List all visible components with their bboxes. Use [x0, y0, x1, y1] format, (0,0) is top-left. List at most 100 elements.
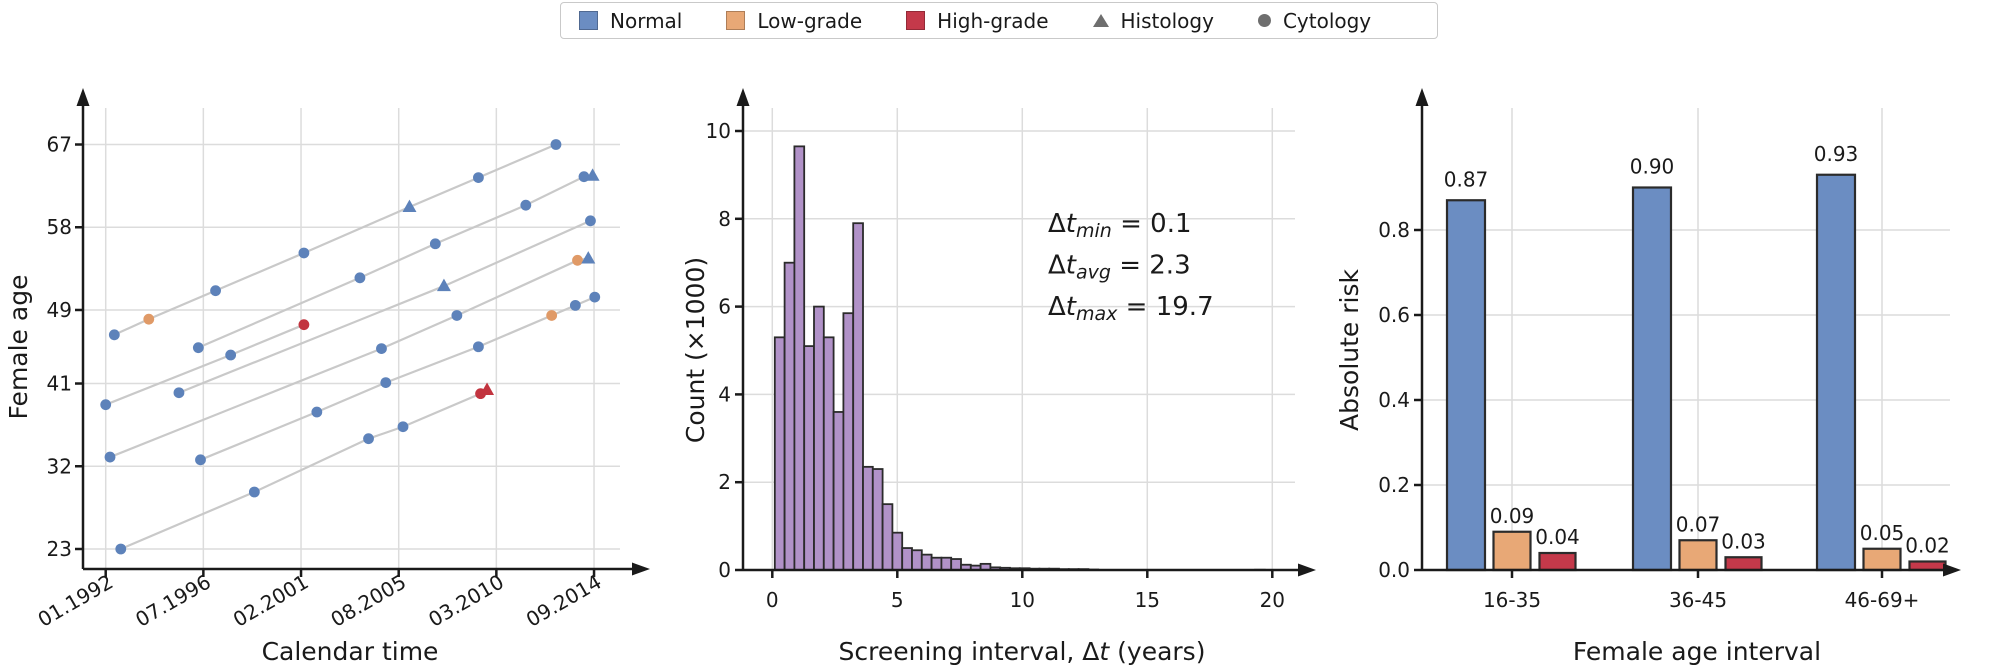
y-tick-label: 23: [47, 537, 72, 561]
risk-bar: [1908, 560, 1947, 572]
risk-bar: [1538, 551, 1577, 572]
histogram-bar: [920, 553, 933, 571]
legend-item-cytology: Cytology: [1257, 9, 1371, 33]
cytology-marker: [354, 272, 366, 284]
cytology-marker: [173, 387, 185, 399]
cytology-marker: [311, 406, 323, 418]
bar-value-label: 0.02: [1905, 534, 1950, 558]
y-axis-label: Female age: [4, 275, 33, 420]
x-axis-arrow-icon: [632, 562, 650, 576]
cytology-marker: [115, 543, 127, 555]
panel-absolute-risk: 0.87 0.90 0.93 0.09 0.07 0.05 0.04 0.03 0.02 0.0 0…: [1335, 88, 1961, 666]
cytology-circle-icon: [1257, 14, 1271, 27]
bar-value-label: 0.87: [1444, 167, 1489, 191]
y-tick-label: 2: [718, 470, 731, 494]
cytology-marker: [585, 215, 596, 227]
histogram-bar: [950, 558, 962, 571]
histogram-bar: [803, 345, 815, 571]
y-tick-label: 0: [718, 558, 731, 582]
histogram-bar: [891, 531, 904, 571]
y-tick-label: 0.2: [1378, 473, 1410, 497]
histology-marker: [402, 199, 417, 213]
histology-marker: [585, 168, 600, 181]
cytology-marker: [108, 329, 120, 341]
cytology-marker: [376, 343, 387, 354]
x-tick-label: 01.1992: [34, 570, 118, 632]
x-axis-arrow-icon: [1298, 563, 1316, 577]
panel-screening-histories: 23 32 41 49 58 67 01.1992 07.1996 02.2001 08.2005…: [4, 88, 650, 666]
y-tick-label: 0.0: [1378, 558, 1410, 582]
x-tick-label: 15: [1135, 588, 1160, 612]
cytology-marker: [225, 349, 237, 361]
panel-interval-histogram: 0 2 4 6 8 10 0 5 10 15 20 Δtmin = 0.1 Δtavg = 2.3 Δtm…: [681, 88, 1316, 666]
screening-trajectory-line: [120, 389, 488, 551]
y-axis-label: Count (×1000): [681, 257, 710, 443]
y-tick-label: 49: [47, 298, 72, 322]
risk-bar: [1492, 530, 1532, 572]
legend-label-histology: Histology: [1120, 8, 1214, 33]
histogram-bar: [901, 547, 913, 571]
y-tick-label: 0.8: [1378, 218, 1410, 242]
cytology-marker: [572, 254, 583, 266]
cytology-marker: [397, 421, 409, 433]
histogram-bar: [822, 336, 835, 571]
y-tick-label: 4: [718, 382, 731, 406]
cytology-marker: [569, 299, 581, 311]
x-axis-label: Female age interval: [1573, 637, 1821, 666]
risk-bar: [1445, 199, 1487, 572]
cytology-marker: [380, 377, 392, 389]
bar-value-label: 0.93: [1814, 142, 1859, 166]
x-axis-arrow-icon: [1943, 563, 1961, 577]
x-tick-label: 0: [766, 588, 779, 612]
delta-t-annotation: Δtmax = 19.7: [1048, 292, 1214, 325]
cytology-marker: [520, 199, 532, 211]
cytology-marker: [195, 454, 206, 466]
cytology-marker: [143, 313, 155, 325]
y-tick-label: 67: [47, 132, 72, 156]
delta-t-annotation: Δtmin = 0.1: [1048, 209, 1192, 242]
cytology-marker: [473, 341, 484, 353]
histogram-bar: [862, 465, 874, 571]
risk-bar: [1678, 539, 1718, 572]
y-tick-label: 10: [706, 119, 731, 143]
x-tick-label: 20: [1260, 588, 1285, 612]
x-tick-label: 08.2005: [327, 570, 411, 632]
histogram-bar: [881, 503, 894, 571]
histogram-bar: [911, 549, 923, 571]
x-tick-label: 46-69+: [1845, 588, 1920, 612]
histology-marker: [581, 251, 596, 264]
screening-trajectory-line: [113, 143, 557, 336]
x-tick-label: 03.2010: [424, 570, 508, 632]
risk-bar: [1724, 556, 1763, 572]
delta-t-annotation: Δtavg = 2.3: [1048, 251, 1191, 284]
y-tick-label: 41: [47, 372, 72, 396]
bar-value-label: 0.09: [1490, 504, 1535, 528]
bar-value-label: 0.90: [1630, 155, 1675, 179]
y-axis-arrow-icon: [76, 88, 90, 106]
bar-value-label: 0.04: [1535, 525, 1580, 549]
histogram-bar: [871, 468, 884, 571]
histogram-bar: [793, 145, 806, 571]
cytology-marker: [451, 310, 463, 321]
bar-value-label: 0.07: [1676, 512, 1721, 536]
risk-bar: [1862, 547, 1902, 572]
low-grade-swatch-icon: [726, 11, 746, 30]
cytology-marker: [100, 399, 112, 411]
x-axis-label: Calendar time: [262, 637, 439, 666]
y-axis-arrow-icon: [1415, 88, 1429, 106]
cytology-marker: [298, 319, 310, 331]
cytology-marker: [210, 285, 221, 297]
legend-label-normal: Normal: [610, 8, 683, 33]
legend-box: Normal Low-grade High-grade Histology Cy…: [560, 2, 1438, 39]
screening-trajectory-line: [197, 174, 593, 349]
y-tick-label: 8: [718, 207, 731, 231]
x-tick-label: 09.2014: [522, 570, 606, 632]
histogram-bar: [940, 556, 953, 571]
cytology-marker: [192, 342, 204, 354]
x-tick-label: 16-35: [1483, 588, 1541, 612]
y-axis-label: Absolute risk: [1335, 269, 1364, 431]
legend-label-low-grade: Low-grade: [757, 8, 863, 33]
cytology-marker: [473, 172, 484, 183]
